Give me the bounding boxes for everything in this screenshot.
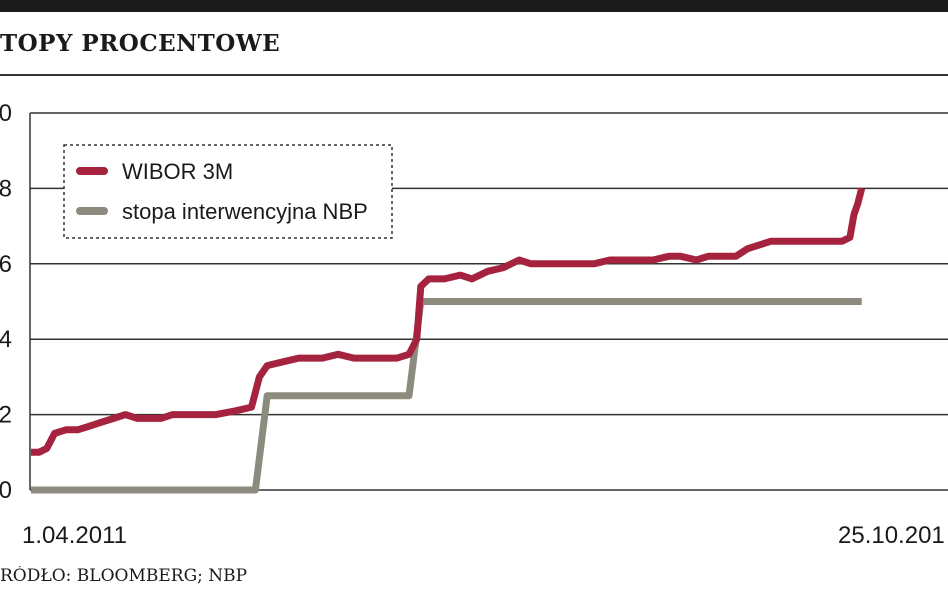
top-bar <box>0 0 948 12</box>
legend-label-nbp: stopa interwencyjna NBP <box>122 199 368 224</box>
chart-title: TOPY PROCENTOWE <box>0 30 281 57</box>
x-tick-label-1: 25.10.201 <box>838 522 945 549</box>
y-tick-label-1: .2 <box>0 402 12 429</box>
source-note: RÓDŁO: BLOOMBERG; NBP <box>0 566 248 586</box>
y-tick-label-5: .0 <box>0 100 12 127</box>
y-tick-label-4: .8 <box>0 175 12 202</box>
y-tick-label-2: .4 <box>0 326 12 353</box>
x-axis-ticks: 1.04.2011 25.10.201 <box>22 522 945 549</box>
series <box>31 187 866 494</box>
legend-label-wibor: WIBOR 3M <box>122 159 233 184</box>
legend-box <box>63 144 393 239</box>
series-line-nbp <box>31 298 862 494</box>
y-tick-label-3: .6 <box>0 251 12 278</box>
x-tick-label-0: 1.04.2011 <box>22 522 127 549</box>
y-tick-label-0: .0 <box>0 477 12 504</box>
title-rule <box>0 74 948 76</box>
legend: WIBOR 3M stopa interwencyjna NBP <box>63 144 393 239</box>
series-line-wibor <box>31 187 866 456</box>
y-axis-ticks: .0 .2 .4 .6 .8 .0 <box>0 100 12 504</box>
